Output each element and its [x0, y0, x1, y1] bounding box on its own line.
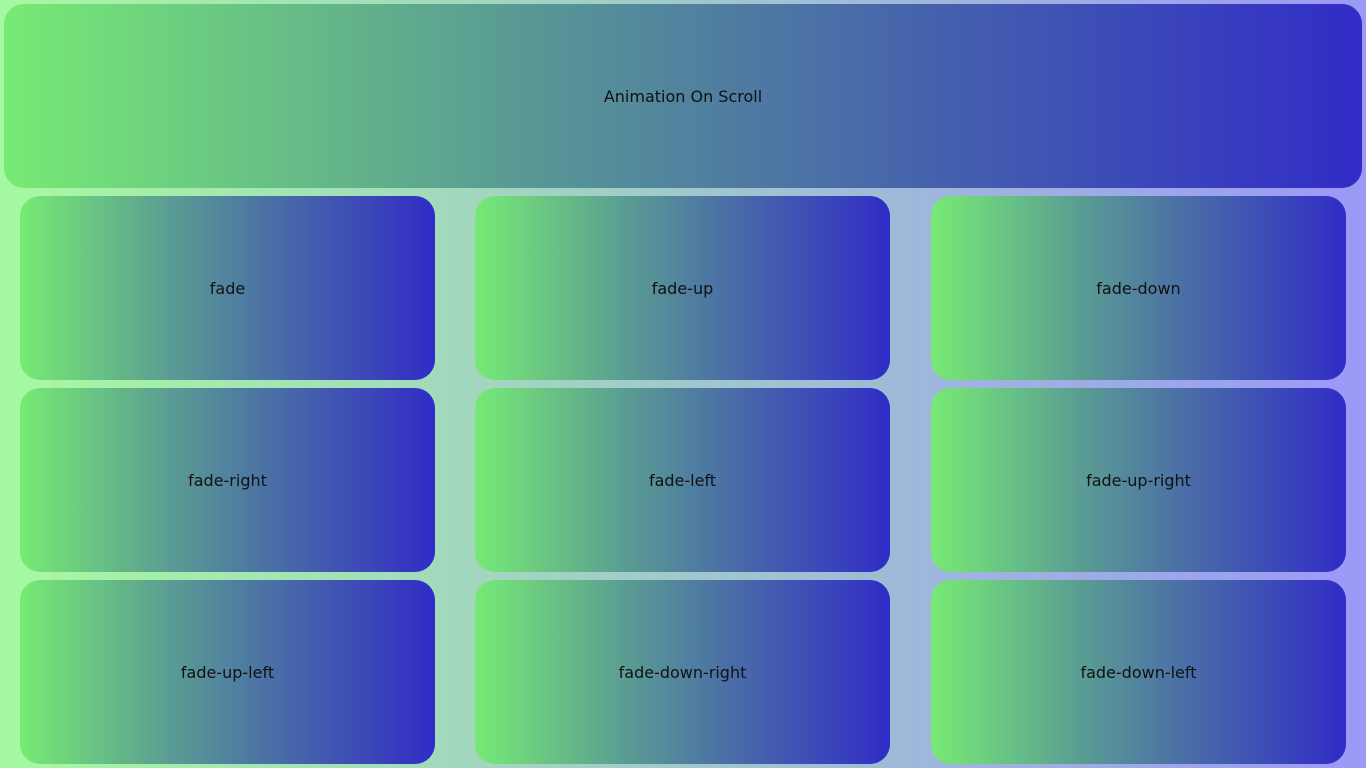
card-label: fade-up-right [1086, 470, 1191, 490]
card-fade: fade [20, 196, 435, 380]
card-label: fade-down-left [1080, 662, 1197, 682]
card-fade-up: fade-up [475, 196, 890, 380]
card-label: fade-up-left [180, 662, 275, 682]
card-label: fade [209, 278, 246, 298]
card-label: fade-down [1096, 278, 1181, 298]
card-fade-down-left: fade-down-left [931, 580, 1346, 764]
card-label: fade-left [648, 470, 717, 490]
card-fade-right: fade-right [20, 388, 435, 572]
card-fade-down: fade-down [931, 196, 1346, 380]
page-title: Animation On Scroll [603, 86, 763, 106]
card-label: fade-right [188, 470, 267, 490]
card-fade-up-right: fade-up-right [931, 388, 1346, 572]
card-fade-left: fade-left [475, 388, 890, 572]
card-fade-up-left: fade-up-left [20, 580, 435, 764]
card-label: fade-down-right [618, 662, 747, 682]
card-label: fade-up [651, 278, 714, 298]
card-fade-down-right: fade-down-right [475, 580, 890, 764]
header-banner: Animation On Scroll [4, 4, 1362, 188]
